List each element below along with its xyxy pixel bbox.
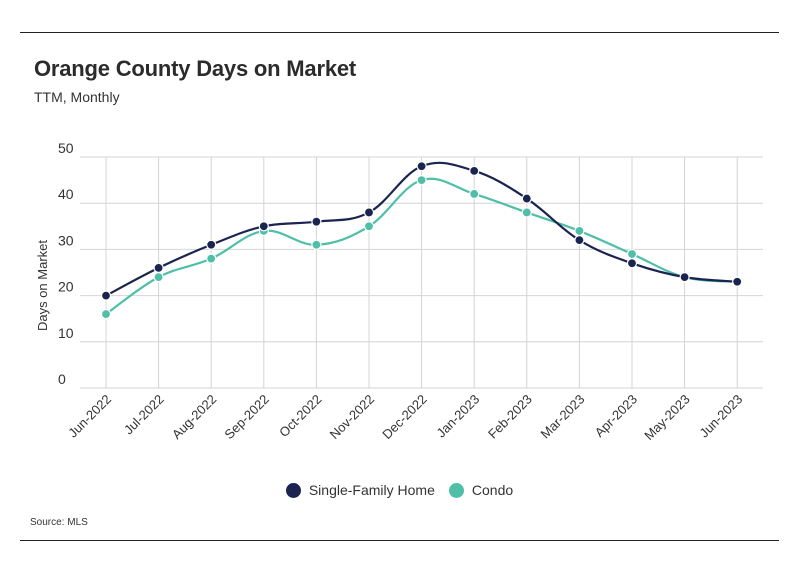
data-point-single-family-Apr-2023 <box>626 258 638 269</box>
x-tick-label-Nov-2022: Nov-2022 <box>327 392 377 442</box>
x-tick-label-Mar-2023: Mar-2023 <box>538 392 588 442</box>
chart-title: Orange County Days on Market <box>34 56 357 81</box>
data-point-condo-Jun-2022 <box>100 308 112 320</box>
data-point-single-family-Mar-2023 <box>574 235 585 246</box>
legend-label-condo: Condo <box>471 482 514 498</box>
data-point-condo-Nov-2022 <box>363 221 375 232</box>
x-tick-label-Jun-2022: Jun-2022 <box>65 392 114 441</box>
x-tick-label-Dec-2022: Dec-2022 <box>379 392 429 442</box>
data-point-single-family-Sep-2022 <box>258 221 269 232</box>
data-point-condo-Jul-2022 <box>153 272 164 283</box>
data-point-condo-Aug-2022 <box>206 253 217 264</box>
legend: Single-Family Home Condo <box>0 482 799 498</box>
legend-label-single-family: Single-Family Home <box>308 482 435 498</box>
y-axis-label: Days on Market <box>35 240 50 331</box>
legend-swatch-single-family <box>285 482 301 498</box>
data-point-condo-Mar-2023 <box>574 225 585 237</box>
x-tick-label-Feb-2023: Feb-2023 <box>485 392 535 442</box>
x-tick-label-Jul-2022: Jul-2022 <box>121 392 167 438</box>
data-point-single-family-Jan-2023 <box>469 165 480 176</box>
y-tick-label-0: 0 <box>58 371 66 387</box>
data-point-single-family-Oct-2022 <box>311 216 322 227</box>
x-tick-label-May-2023: May-2023 <box>641 392 692 443</box>
data-point-single-family-Jul-2022 <box>153 262 164 273</box>
y-tick-label-10: 10 <box>58 325 74 341</box>
data-point-single-family-Nov-2022 <box>363 207 375 218</box>
data-point-condo-Oct-2022 <box>311 239 322 250</box>
data-point-single-family-May-2023 <box>679 272 690 283</box>
x-tick-label-Jan-2023: Jan-2023 <box>433 392 482 441</box>
legend-item-condo: Condo <box>448 482 514 498</box>
data-point-single-family-Dec-2022 <box>416 161 427 172</box>
top-rule <box>20 32 779 33</box>
legend-swatch-condo <box>448 482 464 498</box>
data-point-single-family-Feb-2023 <box>521 193 532 204</box>
x-tick-label-Apr-2023: Apr-2023 <box>592 392 640 440</box>
data-point-single-family-Jun-2022 <box>100 290 112 301</box>
y-tick-label-30: 30 <box>58 232 74 248</box>
bottom-rule <box>20 540 779 541</box>
data-point-condo-Dec-2022 <box>416 175 427 186</box>
y-tick-label-20: 20 <box>58 279 74 295</box>
data-point-single-family-Jun-2023 <box>732 276 743 287</box>
x-tick-label-Sep-2022: Sep-2022 <box>221 392 271 442</box>
data-point-condo-Feb-2023 <box>521 207 532 218</box>
data-point-single-family-Aug-2022 <box>206 239 217 250</box>
legend-item-single-family: Single-Family Home <box>285 482 435 498</box>
x-tick-label-Jun-2023: Jun-2023 <box>696 392 745 441</box>
x-tick-label-Oct-2022: Oct-2022 <box>276 392 324 440</box>
y-tick-label-50: 50 <box>58 140 74 156</box>
source-note: Source: MLS <box>30 517 88 528</box>
x-tick-label-Aug-2022: Aug-2022 <box>169 392 219 442</box>
chart-subtitle: TTM, Monthly <box>34 89 120 105</box>
data-point-condo-Apr-2023 <box>626 248 638 260</box>
y-tick-label-40: 40 <box>58 186 74 202</box>
data-point-condo-Jan-2023 <box>469 188 480 200</box>
